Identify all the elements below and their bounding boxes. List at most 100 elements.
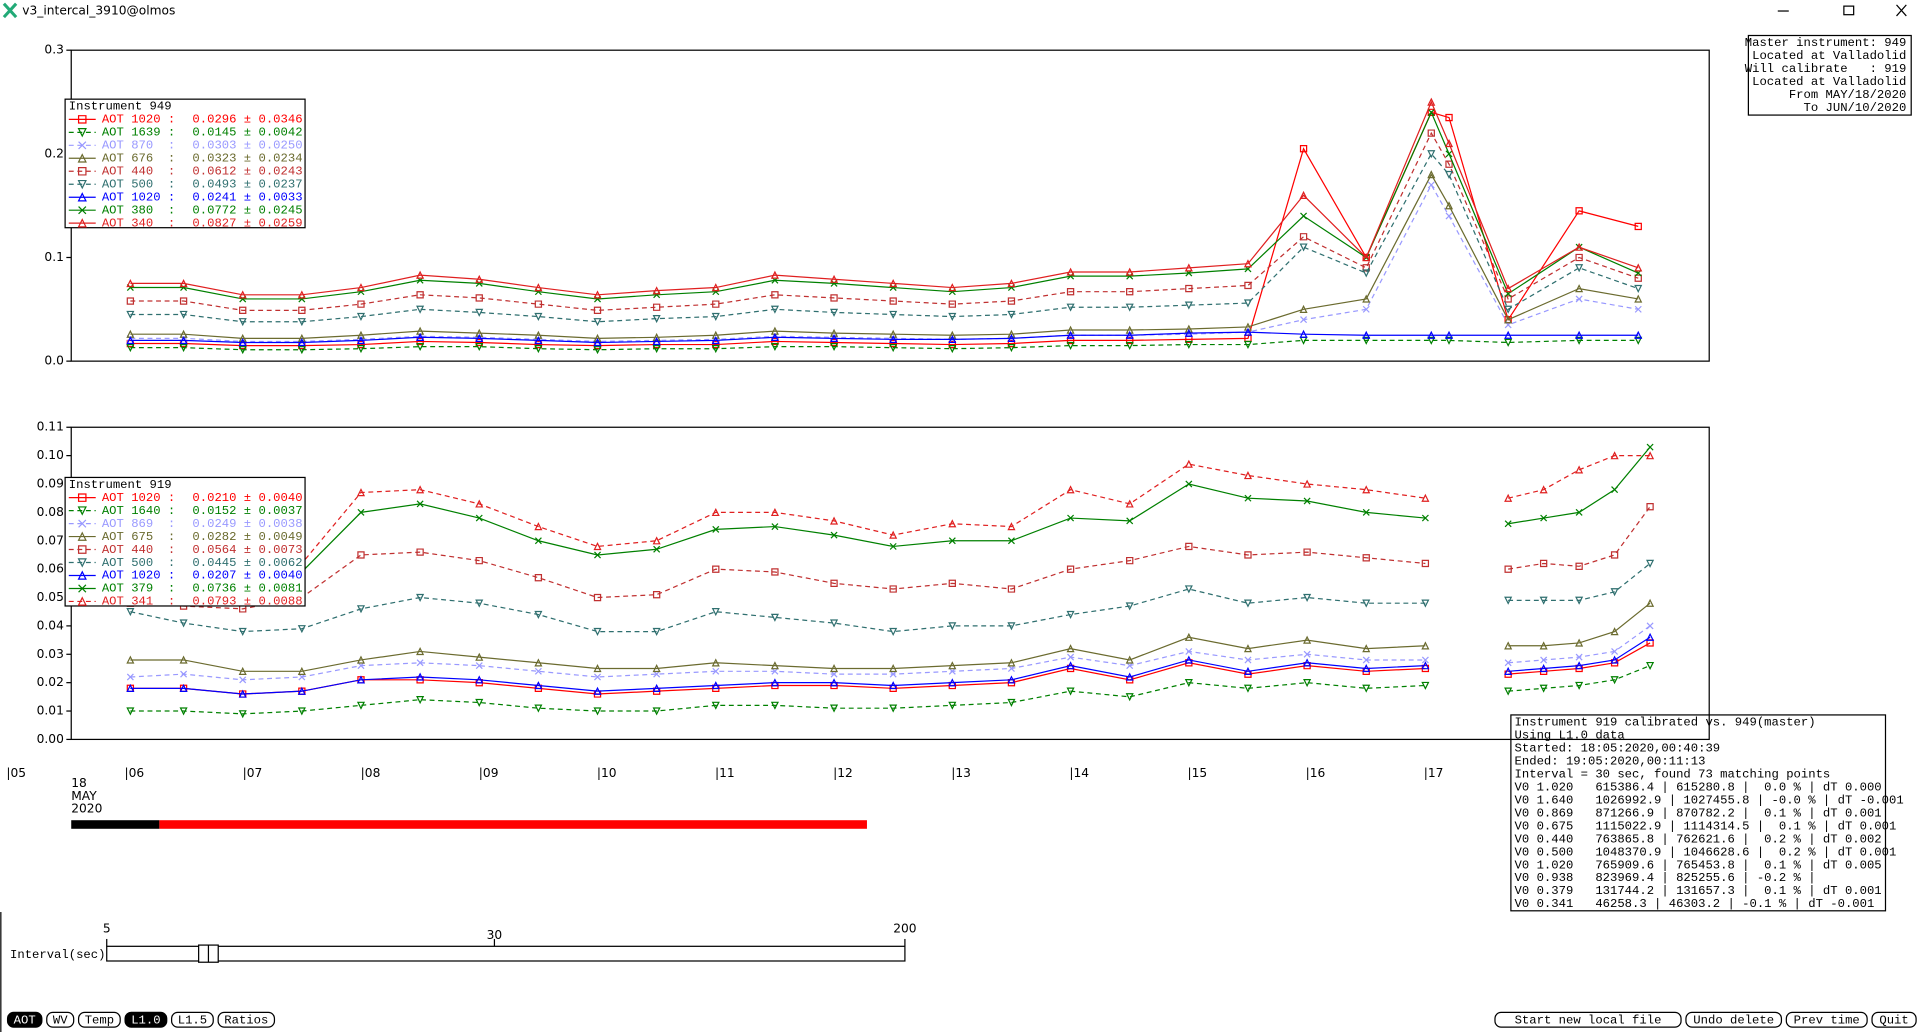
data-marker [1634, 336, 1643, 345]
data-marker [1244, 281, 1252, 290]
data-marker [594, 673, 602, 681]
legend-separator: : [168, 152, 175, 166]
data-marker [948, 678, 957, 687]
y-tick-label: 0.06 [37, 562, 64, 576]
y-tick-label: 0.09 [37, 477, 64, 491]
legend-summary: 0.0210 ± 0.0040 [192, 491, 302, 505]
button-label[interactable]: L1.5 [178, 1014, 207, 1028]
legend-marker [77, 128, 87, 138]
y-tick-label: 0.2 [44, 146, 63, 160]
data-marker [1539, 641, 1548, 650]
legend-title: Instrument 949 [69, 100, 172, 114]
slider-track[interactable] [106, 945, 906, 962]
data-marker [771, 291, 779, 299]
data-marker [534, 335, 543, 345]
log-line: V0 0.379 131744.2 | 131657.3 | 0.1 % | d… [1515, 884, 1882, 898]
data-marker [1362, 508, 1370, 516]
log-line: V0 1.020 615386.4 | 615280.8 | 0.0 % | d… [1515, 780, 1882, 794]
data-marker [1504, 315, 1513, 324]
data-marker [771, 523, 779, 531]
data-marker [770, 270, 779, 279]
data-marker [1362, 294, 1371, 303]
data-marker [1303, 650, 1311, 658]
data-marker [1300, 316, 1308, 324]
data-marker [1007, 698, 1016, 707]
button[interactable] [77, 1011, 121, 1028]
data-marker [1125, 499, 1134, 508]
button-label[interactable]: Ratios [224, 1014, 268, 1028]
data-marker [1126, 288, 1134, 296]
info-line: Will calibrate : 919 [1745, 62, 1907, 76]
legend-marker [77, 531, 87, 541]
button[interactable] [217, 1011, 276, 1028]
data-marker [1427, 330, 1436, 339]
legend-marker [77, 506, 87, 516]
button-label[interactable]: AOT [14, 1014, 36, 1028]
legend-marker [77, 545, 87, 554]
data-marker [711, 608, 720, 617]
data-marker [1007, 537, 1015, 545]
data-marker [1362, 684, 1371, 693]
data-marker [1243, 327, 1253, 336]
data-marker [1421, 559, 1430, 568]
data-marker [770, 613, 779, 622]
button[interactable] [1494, 1011, 1682, 1028]
button-label[interactable]: Undo delete [1693, 1014, 1774, 1028]
data-marker [889, 297, 897, 305]
data-marker [1007, 522, 1016, 531]
data-marker [1575, 253, 1583, 262]
series-line [130, 682, 1426, 715]
data-marker [711, 681, 720, 690]
series-line [130, 131, 1639, 311]
button-label[interactable]: L1.0 [131, 1014, 160, 1028]
data-marker [1611, 647, 1619, 655]
button-label[interactable]: Quit [1879, 1014, 1908, 1028]
data-marker [1066, 288, 1075, 296]
info-line: Master instrument: 949 [1745, 36, 1907, 50]
data-marker [711, 507, 720, 517]
data-marker [475, 556, 483, 565]
legend-summary: 0.0249 ± 0.0038 [192, 517, 302, 531]
log-line: V0 0.500 1048370.9 | 1046628.6 | 0.2 % |… [1515, 845, 1897, 859]
data-marker [1504, 338, 1513, 347]
data-marker [1007, 585, 1016, 593]
data-marker [1184, 328, 1193, 337]
data-marker [1007, 622, 1016, 631]
data-marker [1362, 664, 1371, 673]
button-label[interactable]: WV [53, 1014, 68, 1028]
data-marker [475, 698, 484, 707]
restore-button[interactable] [1843, 5, 1855, 16]
button[interactable] [171, 1011, 214, 1028]
button[interactable] [6, 1011, 43, 1028]
button[interactable] [1685, 1011, 1783, 1028]
data-marker [416, 548, 424, 556]
data-marker [357, 551, 365, 559]
button[interactable] [1871, 1011, 1917, 1028]
y-tick-label: 0.03 [37, 647, 64, 661]
log-line: V0 0.440 763865.8 | 762621.6 | 0.2 % | d… [1515, 832, 1882, 846]
button-label[interactable]: Temp [85, 1014, 114, 1028]
data-marker [829, 308, 839, 317]
data-marker [1646, 503, 1654, 511]
data-marker [712, 525, 720, 533]
data-marker [1634, 305, 1642, 313]
data-marker [1634, 263, 1643, 272]
data-marker [1444, 170, 1454, 180]
close-button[interactable] [1896, 4, 1907, 17]
y-tick-label: 0.02 [37, 675, 64, 689]
data-marker [475, 499, 484, 508]
button[interactable] [1785, 1011, 1868, 1028]
data-marker [1184, 585, 1193, 594]
button-label[interactable]: Prev time [1794, 1014, 1860, 1028]
button-label[interactable]: Start new local file [1515, 1014, 1662, 1028]
data-marker [948, 345, 957, 354]
data-marker [1421, 514, 1429, 522]
data-marker [1126, 517, 1134, 525]
button[interactable] [46, 1011, 75, 1028]
data-marker [711, 658, 720, 667]
data-marker [830, 579, 838, 588]
legend-marker [77, 192, 87, 202]
data-marker [948, 330, 957, 339]
button[interactable] [124, 1011, 168, 1028]
date-label: MAY [71, 789, 97, 803]
